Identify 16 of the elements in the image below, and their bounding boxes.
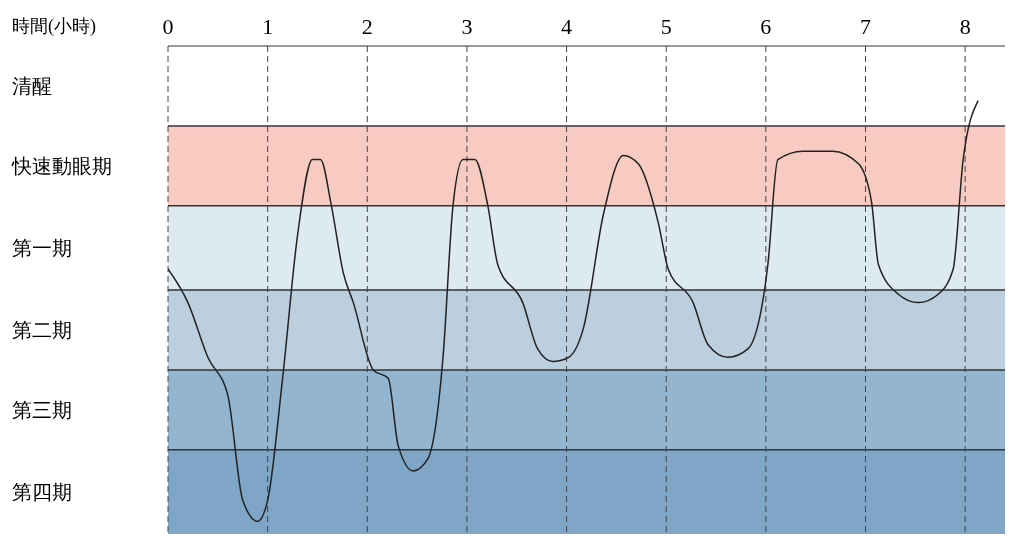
x-tick-label: 3 [461, 14, 473, 39]
text: 第四期 [12, 479, 72, 505]
x-tick-label: 6 [760, 14, 772, 39]
text: 第一期 [12, 235, 72, 261]
x-axis-title: 時間(小時) [12, 15, 96, 38]
text: 快速動眼期 [12, 153, 112, 179]
x-tick-label: 7 [860, 14, 871, 39]
x-tick-label: 5 [660, 14, 672, 39]
x-tick-label: 1 [262, 14, 274, 39]
text: 第二期 [12, 317, 72, 343]
text: 第三期 [12, 397, 72, 423]
text: 清醒 [12, 73, 52, 99]
x-tick-label: 0 [162, 14, 174, 39]
x-tick-label: 8 [959, 14, 971, 39]
x-tick-label: 2 [361, 14, 373, 39]
x-tick-label: 4 [561, 14, 573, 39]
